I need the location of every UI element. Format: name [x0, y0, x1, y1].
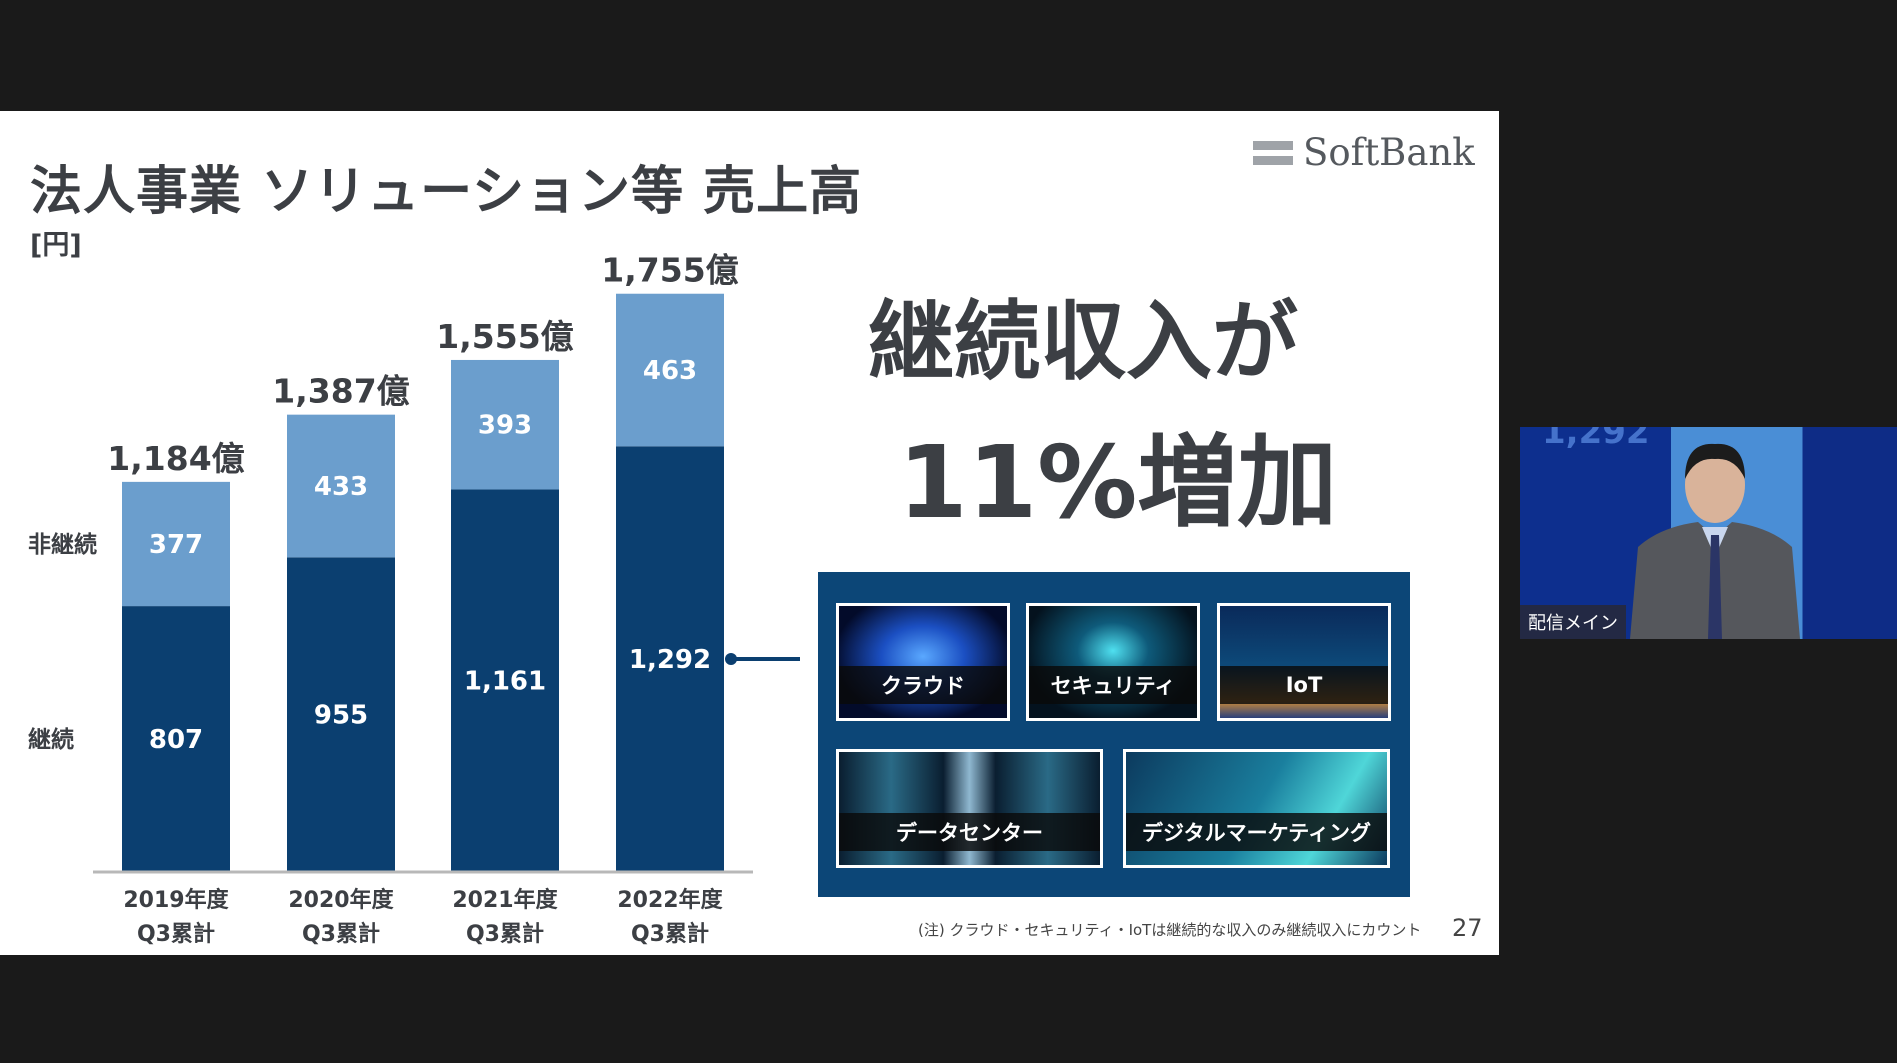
bar-value-label: 393: [478, 411, 532, 441]
bar-total-label: 1,387億: [272, 372, 409, 411]
person-face: [1685, 447, 1745, 523]
bar-segment-recurring: [616, 446, 724, 872]
solutions-panel: クラウド セキュリティ IoT データセンター デジタルマーケティング: [818, 572, 1410, 897]
svg-text:1,292: 1,292: [1542, 427, 1650, 452]
x-tick-label: Q3累計: [466, 921, 544, 947]
bar-value-label: 377: [149, 530, 203, 560]
page-number: 27: [1452, 914, 1483, 942]
logo-text: SoftBank: [1303, 131, 1475, 174]
bar-value-label: 955: [314, 701, 368, 731]
series-label-recurring: 継続: [28, 726, 74, 753]
bar-segment-non-recurring: [616, 293, 724, 447]
headline-recurring-revenue: 継続収入が: [868, 292, 1298, 392]
tile-label: デジタルマーケティング: [1126, 813, 1387, 851]
x-tick-label: Q3累計: [137, 921, 215, 947]
connector-dot: [725, 653, 737, 665]
bar-value-label: 1,292: [629, 645, 711, 675]
stacked-bar-chart: 807 377 1,184億 2019年度 Q3累計 955 433 1,387億 2020年度…: [28, 251, 800, 947]
unit-label: [円]: [30, 230, 82, 261]
x-tick-label: Q3累計: [631, 921, 709, 947]
speaker-video-feed[interactable]: 1,292 配信メイン: [1520, 427, 1897, 639]
bar-total-label: 1,555億: [436, 317, 573, 356]
x-tick-label: 2021年度: [452, 887, 558, 913]
x-tick-label: Q3累計: [302, 921, 380, 947]
bar-total-label: 1,755億: [601, 251, 738, 290]
tile-data-center: データセンター: [836, 749, 1103, 868]
bar-segment-recurring: [122, 606, 230, 872]
tile-cloud: クラウド: [836, 603, 1010, 721]
tile-label: セキュリティ: [1029, 666, 1197, 704]
bar-value-label: 433: [314, 472, 368, 502]
footnote: (注) クラウド・セキュリティ・IoTは継続的な収入のみ継続収入にカウント: [918, 921, 1422, 939]
tile-digital-marketing: デジタルマーケティング: [1123, 749, 1390, 868]
x-tick-label: 2022年度: [617, 887, 723, 913]
series-label-non-recurring: 非継続: [28, 531, 97, 558]
video-source-label: 配信メイン: [1520, 605, 1626, 639]
bar-segment-non-recurring: [122, 481, 230, 607]
speaker-image: 1,292: [1542, 427, 1800, 639]
bar-value-label: 807: [149, 725, 203, 755]
bar-segment-recurring: [451, 489, 559, 872]
tile-security: セキュリティ: [1026, 603, 1200, 721]
softbank-logo: SoftBank: [1253, 131, 1475, 174]
presentation-slide: 法人事業 ソリューション等 売上高 [円] SoftBank 807 377 1,1…: [0, 111, 1499, 955]
bar-segment-recurring: [287, 557, 395, 872]
tile-label: IoT: [1220, 666, 1388, 704]
x-tick-label: 2020年度: [288, 887, 394, 913]
bar-segment-non-recurring: [451, 359, 559, 490]
tile-label: データセンター: [839, 813, 1100, 851]
logo-mark-icon: [1253, 140, 1293, 165]
tile-iot: IoT: [1217, 603, 1391, 721]
bar-segment-non-recurring: [287, 414, 395, 558]
x-tick-label: 2019年度: [123, 887, 229, 913]
tile-label: クラウド: [839, 666, 1007, 704]
bar-value-label: 463: [643, 356, 697, 386]
bar-total-label: 1,184億: [107, 439, 244, 478]
bar-value-label: 1,161: [464, 667, 546, 697]
headline-increase: 11%増加: [898, 424, 1338, 541]
slide-title: 法人事業 ソリューション等 売上高: [30, 162, 863, 222]
